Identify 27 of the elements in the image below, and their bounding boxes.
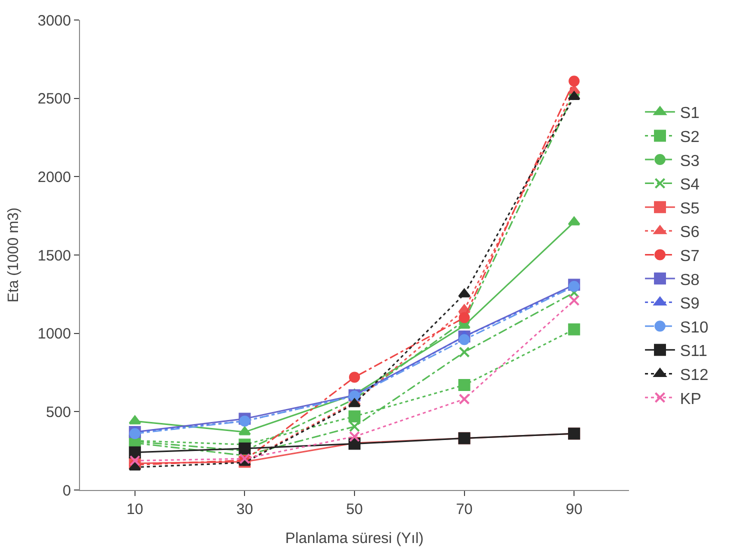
legend-label: S8 — [680, 272, 700, 289]
y-axis-title: Eta (1000 m3) — [4, 207, 22, 303]
x-tick-label: 50 — [346, 501, 363, 518]
legend-label: S11 — [680, 343, 708, 360]
y-tick-label: 0 — [62, 482, 71, 500]
legend-label: S2 — [680, 128, 700, 146]
x-tick-label: 10 — [126, 501, 144, 518]
y-tick-label: 1000 — [38, 326, 71, 343]
y-tick-label: 500 — [46, 404, 71, 421]
y-tick-label: 2500 — [38, 90, 71, 108]
legend-label: S4 — [680, 176, 700, 194]
x-tick-label: 90 — [566, 501, 582, 518]
legend-label: S6 — [680, 224, 700, 242]
legend-label: S10 — [680, 319, 709, 336]
x-tick-label: 30 — [236, 501, 254, 518]
y-tick-label: 1500 — [38, 247, 71, 264]
x-tick-label: 70 — [456, 501, 473, 518]
x-axis-title: Planlama süresi (Yıl) — [285, 530, 424, 547]
legend-label: S3 — [680, 152, 700, 170]
legend-label: S12 — [680, 366, 709, 384]
legend-label: S9 — [680, 296, 700, 313]
y-tick-label: 3000 — [38, 12, 71, 30]
legend-label: S5 — [680, 200, 700, 218]
y-tick-label: 2000 — [38, 168, 71, 186]
legend-label: KP — [680, 390, 702, 408]
legend-label: S7 — [680, 248, 700, 265]
legend-label: S1 — [680, 105, 700, 122]
